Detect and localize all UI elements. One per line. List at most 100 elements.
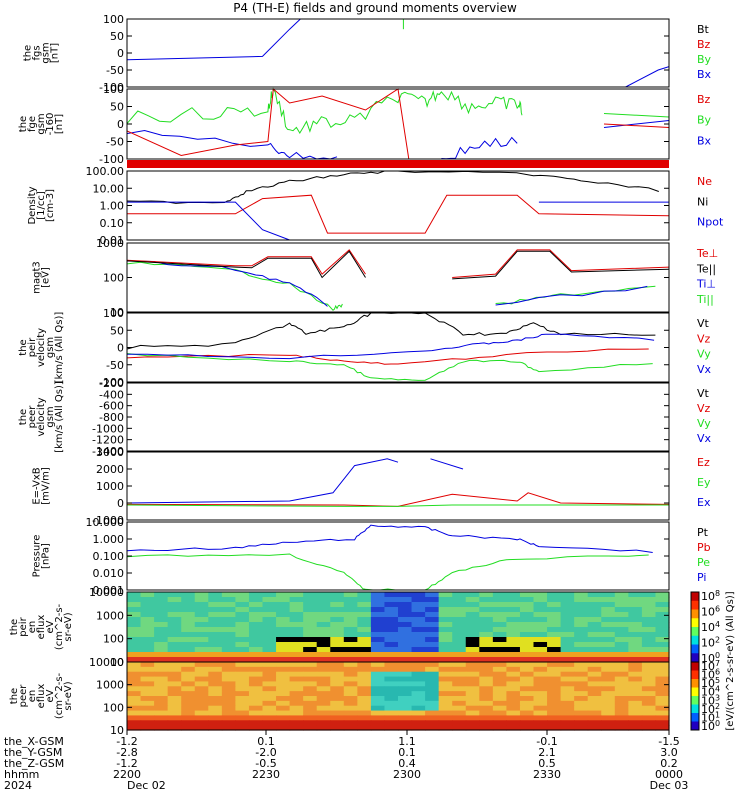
separator-bar [127, 160, 669, 168]
peer-spectrogram-cell [425, 681, 440, 687]
colorbar-peir-segment [691, 600, 699, 610]
peir-spectrogram-cell [411, 617, 426, 623]
peir-spectrogram-cell [452, 652, 467, 658]
peir-spectrogram-cell [127, 607, 142, 613]
peer-spectrogram-cell [492, 720, 507, 726]
peir-spectrogram-cell [370, 622, 386, 628]
peer-spectrogram-cell [506, 696, 521, 702]
y-tick-label: -800 [99, 411, 124, 424]
peir-spectrogram-cell [452, 632, 467, 638]
peir-spectrogram-cell [181, 637, 196, 643]
y-tick-label: 10 [110, 306, 124, 319]
peer-spectrogram-cell [235, 696, 250, 702]
peer-spectrogram-cell [452, 681, 467, 687]
peir-spectrogram-cell [438, 617, 453, 623]
y-tick-label: 50 [110, 101, 124, 114]
y-tick-label: 100 [103, 83, 124, 96]
peir-spectrogram-cell [316, 632, 331, 638]
peer-spectrogram-cell [533, 705, 548, 712]
peer-spectrogram-cell [276, 700, 291, 707]
peer-spectrogram-cell [641, 705, 657, 712]
peer-spectrogram-cell [614, 710, 629, 717]
peir-spectrogram-cell [221, 627, 236, 633]
peir-spectrogram-cell [181, 642, 196, 648]
peer-spectrogram-cell [235, 662, 250, 668]
colorbar-peer-tick: 100 [701, 719, 720, 733]
peir-spectrogram-cell [330, 597, 345, 603]
peer-spectrogram-cell [398, 676, 413, 683]
peir-spectrogram-cell [303, 647, 318, 653]
peer-spectrogram-cell [221, 666, 236, 673]
peer-spectrogram-cell [330, 686, 345, 692]
peer-spectrogram-cell [262, 710, 277, 717]
peir-spectrogram-cell [370, 617, 386, 623]
peir-spectrogram-cell [655, 592, 670, 598]
peer-spectrogram-cell [628, 710, 643, 717]
peer-spectrogram-cell [641, 720, 657, 726]
peer-spectrogram-cell [289, 676, 304, 683]
peir-spectrogram-cell [614, 652, 629, 658]
peir-spectrogram-cell [519, 592, 535, 598]
peer-spectrogram-cell [194, 676, 209, 683]
peir-spectrogram-cell [262, 607, 277, 613]
peir-spectrogram-cell [289, 592, 304, 598]
peer-spectrogram-cell [438, 662, 453, 668]
peer-spectrogram-cell [519, 715, 535, 721]
peir-spectrogram-cell [506, 627, 521, 633]
peir-spectrogram-cell [411, 607, 426, 613]
peir-spectrogram-cell [248, 652, 264, 658]
peir-spectrogram-cell [641, 652, 657, 658]
peer-spectrogram-cell [506, 705, 521, 712]
legend-Vy: Vy [697, 417, 711, 430]
peer-spectrogram-cell [425, 691, 440, 697]
peir-spectrogram-cell [140, 607, 155, 613]
peir-spectrogram-cell [452, 617, 467, 623]
peir-spectrogram-cell [574, 607, 589, 613]
panel-frame-vel_peir [126, 312, 670, 383]
peir-spectrogram-cell [587, 657, 602, 663]
peer-spectrogram-cell [411, 700, 426, 707]
peer-spectrogram-cell [370, 676, 386, 683]
peer-spectrogram-cell [425, 705, 440, 712]
peer-spectrogram-cell [479, 725, 494, 731]
peir-spectrogram-cell [248, 612, 264, 618]
peer-spectrogram-cell [465, 662, 480, 668]
peer-spectrogram-cell [655, 710, 670, 717]
peer-spectrogram-cell [221, 710, 236, 717]
y-axis-label: [nPa] [41, 543, 52, 569]
peer-spectrogram-cell [519, 700, 535, 707]
ephemeris-value: 2.1 [538, 746, 556, 759]
peir-spectrogram-cell [560, 592, 575, 598]
peer-spectrogram-cell [154, 705, 169, 712]
peir-spectrogram-cell [221, 637, 236, 643]
peir-spectrogram-cell [343, 597, 358, 603]
peir-spectrogram-cell [641, 647, 657, 653]
page-title: P4 (TH-E) fields and ground moments over… [233, 1, 517, 15]
peir-spectrogram-cell [357, 642, 372, 648]
peer-spectrogram-cell [641, 700, 657, 707]
peir-spectrogram-cell [235, 622, 250, 628]
y-axis-label: sr-eV) [63, 612, 74, 641]
peir-spectrogram-cell [601, 637, 616, 643]
peir-spectrogram-cell [492, 592, 507, 598]
peer-spectrogram-cell [140, 696, 155, 702]
peir-spectrogram-cell [438, 622, 453, 628]
peir-spectrogram-cell [303, 592, 318, 598]
peer-spectrogram-cell [154, 691, 169, 697]
peer-spectrogram-cell [655, 681, 670, 687]
peer-spectrogram-cell [560, 676, 575, 683]
legend-Bx: Bx [697, 68, 712, 81]
peer-spectrogram-cell [127, 662, 142, 668]
peer-spectrogram-cell [167, 686, 182, 692]
peer-spectrogram-cell [208, 666, 223, 673]
peir-spectrogram-cell [276, 637, 291, 643]
peer-spectrogram-cell [370, 705, 386, 712]
peer-spectrogram-cell [411, 705, 426, 712]
peer-spectrogram-cell [425, 676, 440, 683]
peer-spectrogram-cell [127, 720, 142, 726]
peer-spectrogram-cell [438, 666, 453, 673]
peer-spectrogram-cell [181, 686, 196, 692]
y-tick-label: -100 [99, 153, 124, 166]
peir-spectrogram-cell [560, 622, 575, 628]
peer-spectrogram-cell [641, 681, 657, 687]
